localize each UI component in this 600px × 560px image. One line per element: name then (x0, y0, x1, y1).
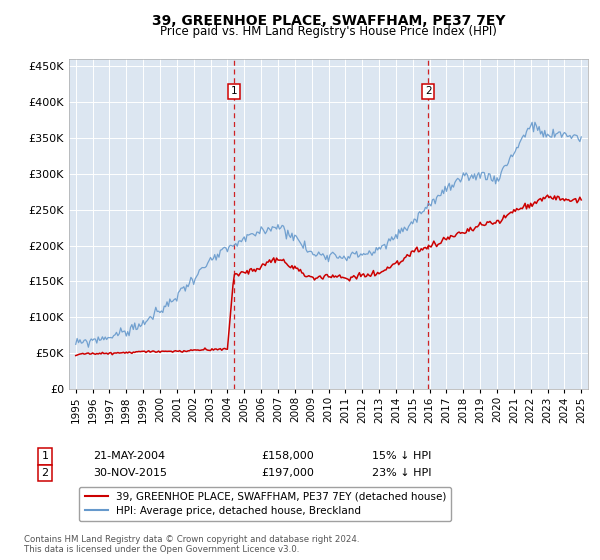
Text: 15% ↓ HPI: 15% ↓ HPI (372, 451, 431, 461)
Text: 2: 2 (425, 86, 431, 96)
Text: 1: 1 (230, 86, 237, 96)
Text: 30-NOV-2015: 30-NOV-2015 (93, 468, 167, 478)
Text: 2: 2 (41, 468, 49, 478)
Text: Price paid vs. HM Land Registry's House Price Index (HPI): Price paid vs. HM Land Registry's House … (160, 25, 497, 38)
Text: Contains HM Land Registry data © Crown copyright and database right 2024.
This d: Contains HM Land Registry data © Crown c… (24, 535, 359, 554)
Text: 23% ↓ HPI: 23% ↓ HPI (372, 468, 431, 478)
Text: 21-MAY-2004: 21-MAY-2004 (93, 451, 165, 461)
Legend: 39, GREENHOE PLACE, SWAFFHAM, PE37 7EY (detached house), HPI: Average price, det: 39, GREENHOE PLACE, SWAFFHAM, PE37 7EY (… (79, 487, 451, 521)
Text: 39, GREENHOE PLACE, SWAFFHAM, PE37 7EY: 39, GREENHOE PLACE, SWAFFHAM, PE37 7EY (152, 14, 506, 28)
Text: 1: 1 (41, 451, 49, 461)
Text: £158,000: £158,000 (261, 451, 314, 461)
Text: £197,000: £197,000 (261, 468, 314, 478)
